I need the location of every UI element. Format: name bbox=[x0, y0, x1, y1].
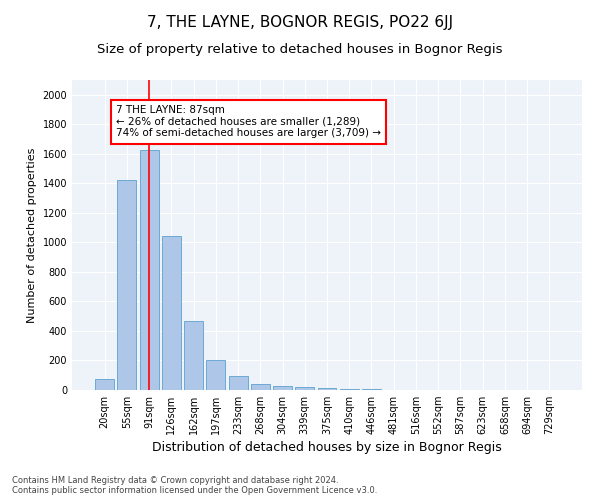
Text: 7 THE LAYNE: 87sqm
← 26% of detached houses are smaller (1,289)
74% of semi-deta: 7 THE LAYNE: 87sqm ← 26% of detached hou… bbox=[116, 105, 381, 138]
Bar bbox=[206, 360, 225, 390]
Text: Size of property relative to detached houses in Bognor Regis: Size of property relative to detached ho… bbox=[97, 42, 503, 56]
Text: 7, THE LAYNE, BOGNOR REGIS, PO22 6JJ: 7, THE LAYNE, BOGNOR REGIS, PO22 6JJ bbox=[147, 15, 453, 30]
Y-axis label: Number of detached properties: Number of detached properties bbox=[27, 148, 37, 322]
Bar bbox=[162, 236, 181, 390]
Bar bbox=[273, 386, 292, 390]
Bar bbox=[140, 150, 158, 390]
Bar bbox=[317, 388, 337, 390]
Text: Contains HM Land Registry data © Crown copyright and database right 2024.: Contains HM Land Registry data © Crown c… bbox=[12, 476, 338, 485]
Bar bbox=[95, 379, 114, 390]
Bar bbox=[295, 387, 314, 390]
X-axis label: Distribution of detached houses by size in Bognor Regis: Distribution of detached houses by size … bbox=[152, 442, 502, 454]
Bar bbox=[229, 376, 248, 390]
Bar bbox=[251, 384, 270, 390]
Bar bbox=[118, 180, 136, 390]
Bar bbox=[184, 320, 203, 390]
Text: Contains public sector information licensed under the Open Government Licence v3: Contains public sector information licen… bbox=[12, 486, 377, 495]
